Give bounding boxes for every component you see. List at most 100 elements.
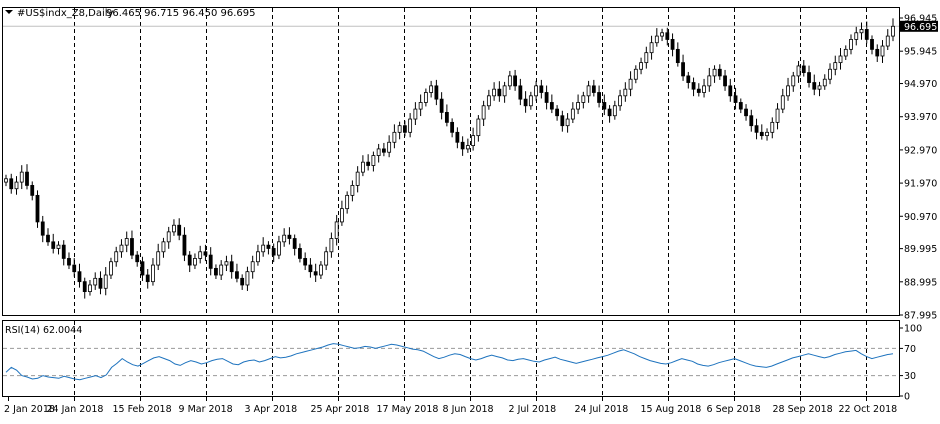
candle-body <box>885 35 890 47</box>
candle-body <box>124 238 129 246</box>
candle-body <box>681 62 685 77</box>
candle-body <box>502 85 507 97</box>
candle-body <box>481 105 486 120</box>
candle-body <box>408 118 413 133</box>
candle-body <box>581 95 586 103</box>
symbol-label: #US$indx_Z8,Daily <box>17 8 114 19</box>
candle-body <box>250 261 255 273</box>
candle-body <box>366 161 371 166</box>
candle-body <box>691 82 696 90</box>
candle-body <box>240 277 245 286</box>
candle-body <box>67 258 71 266</box>
candle-body <box>507 75 512 87</box>
candle-body <box>534 85 539 97</box>
candle-body <box>492 88 497 97</box>
rsi-tick-label: 70 <box>904 344 916 355</box>
candle-body <box>261 244 266 253</box>
candle-body <box>864 29 869 40</box>
candle-body <box>523 98 528 107</box>
candle-body <box>35 194 40 223</box>
candle-body <box>282 234 287 243</box>
candle-body <box>208 254 213 269</box>
y-tick-label: 87.995 <box>904 311 937 322</box>
candle-body <box>796 65 801 77</box>
candle-body <box>25 171 29 186</box>
candle-body <box>271 248 276 256</box>
candle-body <box>560 115 565 127</box>
x-tick-label: 25 Apr 2018 <box>311 404 370 415</box>
price-axis: 96.945 95.945 94.970 93.970 92.970 91.970 90.9… <box>899 14 937 322</box>
price-tag: 96.695 <box>900 20 938 33</box>
y-tick-label: 89.995 <box>904 244 937 255</box>
candle-body <box>639 62 643 70</box>
candlestick-series <box>4 18 895 299</box>
candle-body <box>182 234 187 256</box>
candle-body <box>203 251 208 256</box>
candle-body <box>870 39 874 50</box>
candle-body <box>859 29 864 34</box>
candle-body <box>413 108 418 120</box>
candle-body <box>775 108 780 123</box>
candle-body <box>298 248 302 259</box>
candle-body <box>780 95 785 110</box>
rsi-tick-label: 0 <box>904 392 910 403</box>
candle-body <box>381 148 386 153</box>
candle-body <box>303 258 308 266</box>
rsi-line <box>5 343 894 381</box>
x-tick-label: 9 Mar 2018 <box>179 404 233 415</box>
candle-body <box>287 234 292 239</box>
candle-body <box>880 45 885 57</box>
x-tick-label: 24 Jul 2018 <box>575 404 629 415</box>
x-tick-label: 2 Jul 2018 <box>509 404 557 415</box>
candle-body <box>187 254 192 266</box>
candle-body <box>151 264 155 283</box>
candle-body <box>72 264 77 273</box>
y-tick-label: 88.995 <box>904 277 937 288</box>
y-tick-label: 96.945 <box>904 14 937 25</box>
candle-body <box>235 271 239 279</box>
vertical-grid <box>74 8 867 396</box>
candle-body <box>77 271 82 283</box>
candle-body <box>733 95 738 103</box>
candle-body <box>193 258 197 266</box>
candle-body <box>602 102 607 110</box>
candle-body <box>555 108 559 117</box>
candle-body <box>14 181 19 190</box>
y-tick-label: 90.970 <box>904 212 937 223</box>
candle-body <box>93 277 98 286</box>
candle-body <box>513 75 518 87</box>
candle-body <box>528 95 533 107</box>
candle-body <box>749 115 754 127</box>
candle-body <box>444 112 449 123</box>
candle-body <box>570 108 575 120</box>
candle-body <box>549 102 554 110</box>
candle-body <box>156 251 161 266</box>
candle-body <box>277 241 281 256</box>
candle-body <box>172 224 176 233</box>
candle-body <box>397 125 402 133</box>
candle-body <box>843 48 848 57</box>
candle-body <box>266 244 271 249</box>
rsi-axis: 100 70 30 0 <box>899 324 922 403</box>
x-tick-label: 17 May 2018 <box>377 404 439 415</box>
candle-body <box>177 224 182 236</box>
candle-body <box>838 55 843 64</box>
y-tick-label: 94.970 <box>904 79 937 90</box>
candle-body <box>245 271 250 286</box>
candle-body <box>518 85 523 100</box>
candle-body <box>565 118 570 127</box>
candle-body <box>476 118 481 137</box>
rsi-panel-frame <box>2 320 900 397</box>
x-tick-label: 28 Sep 2018 <box>773 404 833 415</box>
candle-body <box>429 85 434 93</box>
candle-body <box>849 39 853 50</box>
candle-body <box>387 141 392 153</box>
candle-body <box>723 75 727 87</box>
candle-body <box>61 244 66 259</box>
candle-body <box>539 85 544 93</box>
y-tick-label: 93.970 <box>904 112 937 123</box>
candle-body <box>324 251 329 266</box>
candle-body <box>738 102 743 110</box>
candle-body <box>56 244 61 249</box>
